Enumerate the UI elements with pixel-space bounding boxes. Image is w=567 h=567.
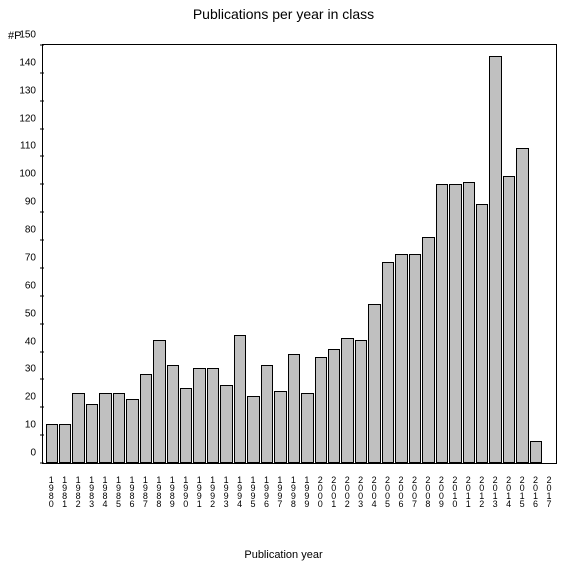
x-tick-label: 1992 [205,466,218,516]
chart-container: Publications per year in class #P 010203… [0,0,567,567]
y-tick-label: 110 [0,141,36,152]
x-tick-label: 2006 [394,466,407,516]
bar [167,365,179,463]
x-tick-label: 1997 [273,466,286,516]
x-tick-label: 1995 [246,466,259,516]
y-tick-label: 130 [0,85,36,96]
y-tick-label: 150 [0,30,36,41]
y-tick-label: 0 [0,448,36,459]
y-tick-label: 140 [0,57,36,68]
bar [126,399,138,463]
x-tick-label: 2002 [340,466,353,516]
x-tick-label: 1990 [179,466,192,516]
bar [328,349,340,463]
x-tick-label: 1983 [84,466,97,516]
bar [86,404,98,463]
bar [193,368,205,463]
bar [503,176,515,463]
x-tick-label: 2005 [380,466,393,516]
bar [46,424,58,463]
bar [489,56,501,463]
x-tick-label: 2007 [407,466,420,516]
x-tick-label: 2010 [448,466,461,516]
x-axis-ticks: 1980198119821983198419851986198719881989… [42,466,557,516]
y-tick-label: 80 [0,225,36,236]
x-tick-label: 1984 [98,466,111,516]
y-tick-label: 10 [0,420,36,431]
bar [153,340,165,463]
x-tick-label: 1987 [138,466,151,516]
bar [274,391,286,463]
x-tick-label: 2015 [515,466,528,516]
x-tick-label: 1999 [300,466,313,516]
x-tick-label: 2009 [434,466,447,516]
x-tick-label: 2000 [313,466,326,516]
bar [288,354,300,463]
bar [301,393,313,463]
x-tick-label: 1985 [111,466,124,516]
chart-title: Publications per year in class [0,6,567,22]
bar [422,237,434,463]
x-axis-label: Publication year [0,549,567,561]
bar [247,396,259,463]
x-tick-label: 2013 [488,466,501,516]
bar [341,338,353,463]
y-tick-label: 90 [0,197,36,208]
bar [355,340,367,463]
plot-area [42,44,557,464]
bar [234,335,246,463]
bar [382,262,394,463]
bar [395,254,407,463]
y-tick-label: 70 [0,252,36,263]
y-tick-label: 120 [0,113,36,124]
x-tick-label: 2008 [421,466,434,516]
bar [99,393,111,463]
bars-group [43,45,556,463]
x-tick-label: 1988 [152,466,165,516]
x-tick-label: 2001 [327,466,340,516]
bar [180,388,192,463]
y-tick-label: 50 [0,308,36,319]
x-tick-label: 1981 [57,466,70,516]
y-axis-ticks: 0102030405060708090100110120130140150 [0,44,40,464]
x-tick-label: 1998 [286,466,299,516]
x-tick-label: 2003 [353,466,366,516]
bar [207,368,219,463]
x-tick-label: 1980 [44,466,57,516]
bar [261,365,273,463]
bar [436,184,448,463]
x-tick-label: 2014 [501,466,514,516]
x-tick-label: 2012 [475,466,488,516]
bar [476,204,488,463]
bar [449,184,461,463]
y-tick-label: 40 [0,336,36,347]
x-tick-label: 1996 [259,466,272,516]
x-tick-label: 2016 [528,466,541,516]
bar [516,148,528,463]
y-tick-label: 60 [0,280,36,291]
y-tick-label: 100 [0,169,36,180]
bar [463,182,475,463]
bar [315,357,327,463]
x-tick-label: 1989 [165,466,178,516]
bar [140,374,152,463]
x-tick-label: 2004 [367,466,380,516]
x-tick-label: 1993 [219,466,232,516]
y-tick-label: 20 [0,392,36,403]
x-tick-label: 1982 [71,466,84,516]
bar [409,254,421,463]
bar [59,424,71,463]
bar [220,385,232,463]
bar [72,393,84,463]
bar [530,441,542,463]
bar [368,304,380,463]
bar [113,393,125,463]
x-tick-label: 2017 [542,466,555,516]
x-tick-label: 1986 [125,466,138,516]
x-tick-label: 1991 [192,466,205,516]
x-tick-label: 1994 [232,466,245,516]
y-tick-label: 30 [0,364,36,375]
x-tick-label: 2011 [461,466,474,516]
